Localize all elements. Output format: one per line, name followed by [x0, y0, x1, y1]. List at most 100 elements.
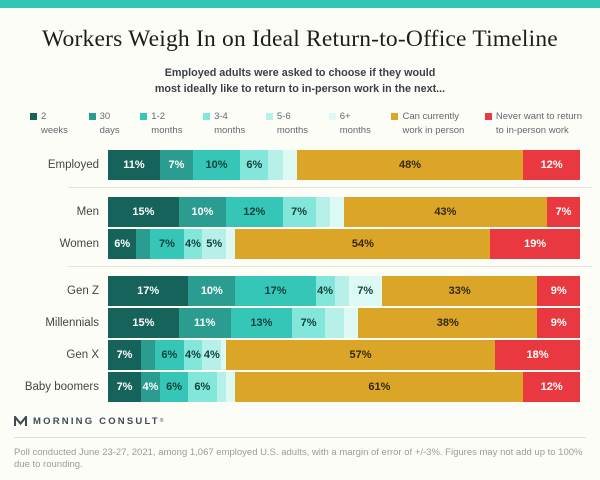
- bar-segment: [216, 371, 226, 402]
- bar-segment: [221, 339, 226, 370]
- legend-label: Never want to return to in-person work: [495, 111, 582, 136]
- bar-segment: 57%: [225, 339, 495, 370]
- bar-row: Men 15% 10% 12% 7% 43% 7%: [0, 196, 600, 227]
- bar-row: Women 6% 7% 4% 5% 54% 19%: [0, 228, 600, 259]
- accent-bar: [0, 0, 600, 8]
- bar-row: Gen X 7% 6% 4% 4% 57% 18%: [0, 339, 600, 370]
- legend-swatch-icon: [88, 113, 96, 121]
- bar-segment: 7%: [108, 339, 142, 370]
- page-title: Workers Weigh In on Ideal Return-to-Offi…: [42, 26, 558, 52]
- legend-label: 6+ months: [339, 111, 371, 136]
- bar-segment: 12%: [523, 371, 580, 402]
- subtitle-line-1: Employed adults were asked to choose if …: [164, 67, 436, 79]
- bar-row: Employed 11% 7% 10% 6% 48% 12%: [0, 149, 600, 180]
- bar-segment: 15%: [108, 307, 179, 338]
- bar-segment: [334, 275, 349, 306]
- footer: MORNING CONSULT ® Poll conducted June 23…: [14, 415, 586, 472]
- legend-swatch-icon: [203, 113, 211, 121]
- legend-item: Can currently work in person: [391, 110, 464, 137]
- bar-segment: 6%: [155, 339, 184, 370]
- row-label: Employed: [47, 158, 99, 171]
- legend-swatch-icon: [328, 113, 336, 121]
- legend-swatch-icon: [484, 113, 492, 121]
- legend-swatch-icon: [265, 113, 273, 121]
- row-label: Women: [59, 237, 99, 250]
- bar-segment: 4%: [141, 371, 160, 402]
- bar-segment: 13%: [230, 307, 293, 338]
- row-label: Men: [76, 205, 99, 218]
- stacked-bar: 15% 11% 13% 7% 38% 9%: [108, 307, 580, 338]
- bar-segment: 54%: [235, 228, 491, 259]
- bar-segment: 11%: [178, 307, 231, 338]
- bar-segment: [325, 307, 344, 338]
- stacked-bar: 7% 4% 6% 6% 61% 12%: [108, 371, 580, 402]
- legend-label: 5-6 months: [276, 111, 309, 136]
- bar-segment: 9%: [537, 275, 580, 306]
- stacked-bar: 17% 10% 17% 4% 7% 33% 9%: [108, 275, 580, 306]
- logo-text: MORNING CONSULT: [33, 415, 160, 427]
- legend-swatch-icon: [30, 113, 37, 121]
- bar-segment: [343, 307, 359, 338]
- bar-segment: 10%: [178, 196, 226, 227]
- bar-segment: 4%: [183, 339, 203, 370]
- bar-segment: 9%: [537, 307, 580, 338]
- logo-registered-mark: ®: [159, 418, 164, 425]
- legend-item: 1-2 months: [140, 110, 182, 137]
- bar-segment: [315, 196, 330, 227]
- bar-row: Baby boomers 7% 4% 6% 6% 61% 12%: [0, 371, 600, 402]
- stacked-bar: 11% 7% 10% 6% 48% 12%: [108, 149, 580, 180]
- bar-segment: 10%: [192, 149, 241, 180]
- bar-segment: 7%: [546, 196, 580, 227]
- bar-segment: 33%: [381, 275, 538, 306]
- bar-segment: 7%: [348, 275, 382, 306]
- bar-segment: 38%: [358, 307, 538, 338]
- bar-segment: 4%: [183, 228, 203, 259]
- bar-segment: 7%: [282, 196, 316, 227]
- legend-item: 2 weeks: [30, 110, 68, 137]
- row-label: Baby boomers: [24, 380, 99, 393]
- legend-item: 5-6 months: [265, 110, 309, 137]
- bar-segment: 43%: [343, 196, 547, 227]
- bar-segment: 18%: [495, 339, 580, 370]
- bar-segment: 6%: [159, 371, 189, 402]
- bar-segment: [225, 371, 236, 402]
- bar-segment: 17%: [108, 275, 189, 306]
- legend-label: 30 days: [99, 111, 120, 136]
- bar-segment: [225, 228, 236, 259]
- stacked-bar: 7% 6% 4% 4% 57% 18%: [108, 339, 580, 370]
- logo-m-icon: [14, 415, 27, 426]
- footnote: Poll conducted June 23-27, 2021, among 1…: [14, 446, 583, 471]
- legend-swatch-icon: [140, 113, 148, 121]
- bar-segment: [141, 339, 156, 370]
- bar-segment: 6%: [188, 371, 217, 402]
- legend: 2 weeks 30 days 1-2 months 3-4 months 5-…: [30, 110, 582, 137]
- bar-segment: 12%: [523, 149, 580, 180]
- bar-segment: 19%: [490, 228, 580, 259]
- legend-label: 3-4 months: [214, 111, 246, 136]
- bar-segment: 5%: [202, 228, 226, 259]
- bar-segment: [136, 228, 151, 259]
- bar-segment: [282, 149, 297, 180]
- bar-segment: 7%: [150, 228, 184, 259]
- bar-row: Gen Z 17% 10% 17% 4% 7% 33% 9%: [0, 275, 600, 306]
- subtitle-line-2: most ideally like to return to in-person…: [154, 83, 446, 96]
- page-subtitle: Employed adults were asked to choose if …: [0, 65, 600, 97]
- bar-segment: 17%: [235, 275, 316, 306]
- legend-label: Can currently work in person: [402, 111, 465, 136]
- bar-segment: 7%: [108, 371, 142, 402]
- bar-row: Millennials 15% 11% 13% 7% 38% 9%: [0, 307, 600, 338]
- bar-segment: 7%: [159, 149, 193, 180]
- bar-segment: 4%: [202, 339, 222, 370]
- bar-segment: 15%: [108, 196, 179, 227]
- bar-segment: 12%: [225, 196, 283, 227]
- stacked-bar: 6% 7% 4% 5% 54% 19%: [108, 228, 580, 259]
- footer-divider: [14, 436, 586, 438]
- legend-item: 6+ months: [328, 110, 371, 137]
- group-divider: [68, 186, 592, 188]
- stacked-bar: 15% 10% 12% 7% 43% 7%: [108, 196, 580, 227]
- bar-segment: [329, 196, 344, 227]
- bar-segment: 48%: [296, 149, 524, 180]
- legend-item: 3-4 months: [203, 110, 245, 137]
- bar-segment: 10%: [188, 275, 236, 306]
- row-label: Millennials: [45, 316, 99, 329]
